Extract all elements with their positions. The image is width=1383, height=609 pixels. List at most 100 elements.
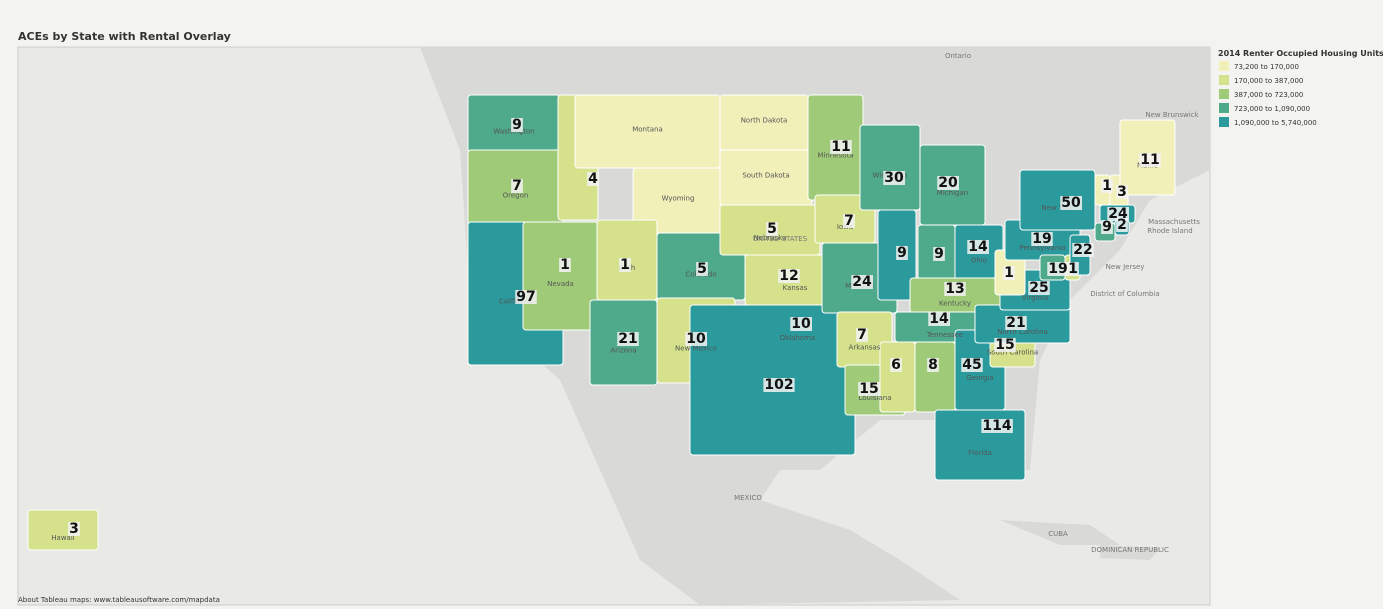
ace-count-box [763, 378, 795, 392]
ace-count: 24 [852, 274, 872, 290]
map-label: New Jersey [1106, 263, 1145, 271]
ace-count-box [890, 358, 902, 372]
ace-count: 4 [588, 171, 598, 187]
map-label: Massachusetts [1148, 218, 1200, 226]
state-name: Louisiana [858, 394, 891, 402]
ace-count: 21 [1006, 315, 1025, 331]
ace-count-box [843, 214, 855, 228]
ace-count: 11 [1140, 152, 1159, 168]
ace-count-box [981, 419, 1013, 433]
ace-count: 2 [1117, 217, 1127, 233]
ace-count: 1 [1068, 261, 1078, 277]
state-name: Arizona [610, 347, 636, 355]
ace-count-box [696, 262, 708, 276]
ace-count-box [830, 140, 852, 154]
ace-count: 3 [69, 521, 79, 537]
ace-count-box [851, 275, 873, 289]
ace-count: 6 [891, 357, 901, 373]
ace-count-box [1139, 153, 1161, 167]
state-name: Kansas [783, 284, 808, 292]
ace-count: 25 [1029, 280, 1048, 296]
state-name: Hawaii [51, 534, 75, 542]
state-name: Kentucky [939, 300, 971, 308]
ace-count: 7 [844, 213, 854, 229]
ace-count-box [1047, 262, 1069, 276]
ace-count: 13 [945, 281, 964, 297]
state-region [522, 221, 599, 331]
state-name: Arkansas [849, 344, 881, 352]
map-label: MEXICO [734, 494, 762, 502]
ace-count: 7 [857, 327, 867, 343]
ace-count-box [967, 240, 989, 254]
ace-count-box [619, 258, 631, 272]
state-name: Ohio [971, 257, 987, 265]
ace-count-box [766, 222, 778, 236]
ace-count: 22 [1073, 242, 1092, 258]
ace-count: 10 [791, 316, 811, 332]
ace-count-box [1101, 179, 1113, 193]
ace-count-box [1107, 207, 1129, 221]
footer: About Tableau maps: www.tableausoftware.… [18, 596, 220, 604]
map-label: Ontario [945, 52, 971, 60]
ace-count: 15 [995, 337, 1014, 353]
ace-count-box [511, 118, 523, 132]
ace-count: 30 [884, 170, 904, 186]
ace-count: 3 [1117, 184, 1127, 200]
state-name: Oregon [503, 192, 529, 200]
ace-count-box [587, 172, 600, 186]
ace-count-box [515, 290, 537, 304]
ace-count: 45 [962, 357, 981, 373]
state-name: North Carolina [997, 328, 1048, 336]
ace-count-box [944, 282, 966, 296]
ace-count: 10 [686, 331, 706, 347]
ace-count: 102 [764, 377, 793, 393]
ace-count-box [858, 382, 880, 396]
ace-count-box [1116, 185, 1128, 199]
ace-count-box [883, 171, 905, 185]
ace-count-box [1072, 243, 1094, 257]
ace-count: 20 [938, 175, 958, 191]
state-name: Wyoming [662, 195, 695, 203]
legend-swatch [1219, 61, 1229, 71]
map-label: UNITED STATES [753, 235, 808, 243]
ace-count: 9 [1102, 219, 1112, 235]
ace-count-box [685, 332, 707, 346]
ace-count-box [896, 246, 908, 260]
state-name: Pennsylvania [1020, 244, 1066, 252]
map-label: CUBA [1048, 530, 1068, 538]
state-name: New Mexico [675, 345, 717, 353]
ace-count-box [68, 522, 80, 536]
ace-count: 19 [1032, 231, 1051, 247]
state-name: Oklahoma [780, 334, 816, 342]
ace-count: 8 [928, 357, 938, 373]
ace-count: 114 [982, 418, 1011, 434]
ace-count-box [511, 179, 523, 193]
ace-count: 9 [897, 245, 907, 261]
ace-count-box [1067, 262, 1079, 276]
ace-count-box [1031, 232, 1053, 246]
ace-count-box [1060, 196, 1082, 210]
ace-count-box [1028, 281, 1050, 295]
state-name: Nebraska [753, 234, 786, 242]
ace-count: 14 [968, 239, 988, 255]
legend-label: 387,000 to 723,000 [1234, 91, 1303, 99]
legend-swatch [1219, 103, 1229, 113]
ace-count-box [559, 258, 571, 272]
state-region [914, 341, 956, 413]
state-name: South Carolina [987, 349, 1038, 357]
ace-count-box [1116, 218, 1128, 232]
ace-count: 5 [767, 221, 777, 237]
state-name: Virginia [1022, 294, 1048, 302]
ace-count: 9 [512, 117, 522, 133]
ace-count-box [1005, 316, 1027, 330]
legend-swatch [1219, 117, 1229, 127]
ace-count-box [1101, 220, 1113, 234]
legend-label: 1,090,000 to 5,740,000 [1234, 119, 1317, 127]
ace-count: 50 [1061, 195, 1081, 211]
ace-count-box [1003, 266, 1015, 280]
ace-count-box [790, 317, 812, 331]
ace-count: 9 [934, 246, 944, 262]
ace-count: 11 [831, 139, 850, 155]
